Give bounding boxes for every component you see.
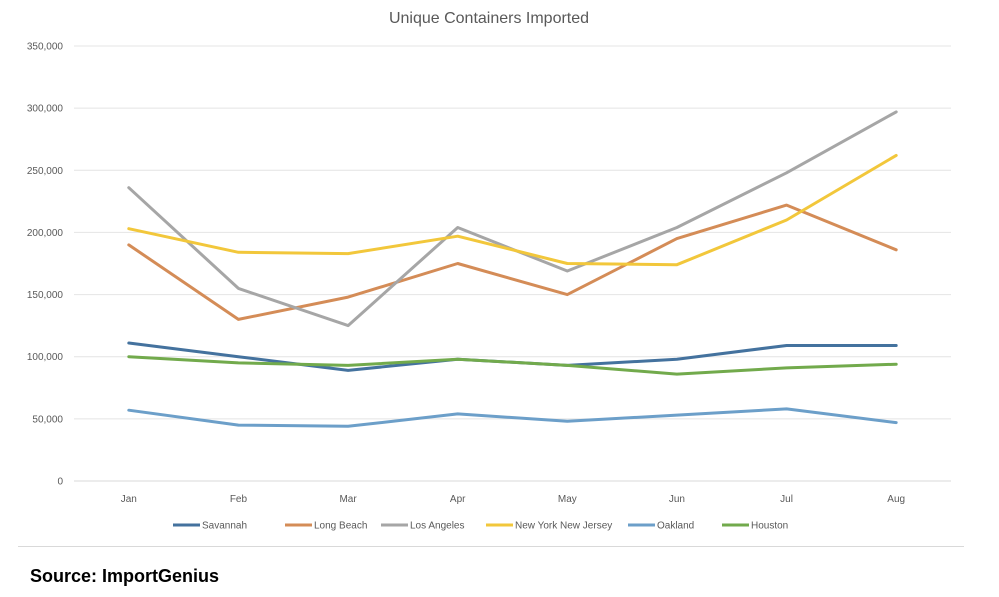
- legend-item: Savannah: [173, 521, 247, 532]
- legend-item: New York New Jersey: [486, 521, 612, 532]
- legend-item: Houston: [722, 521, 788, 532]
- x-tick-label: Jun: [669, 494, 685, 505]
- legend-item: Oakland: [628, 521, 694, 532]
- legend-label: Los Angeles: [410, 521, 465, 532]
- x-tick-label: Feb: [230, 494, 248, 505]
- y-tick-label: 100,000: [27, 352, 64, 363]
- source-caption: Source: ImportGenius: [30, 566, 220, 586]
- series-line-long-beach: [127, 203, 898, 321]
- x-tick-label: Apr: [450, 494, 466, 505]
- y-tick-label: 0: [57, 477, 63, 488]
- gridlines: [74, 45, 951, 482]
- x-tick-label: May: [558, 494, 577, 505]
- divider-line: [18, 546, 964, 547]
- y-tick-label: 250,000: [27, 166, 64, 177]
- x-tick-label: Jul: [780, 494, 793, 505]
- y-tick-label: 200,000: [27, 228, 64, 239]
- x-tick-label: Mar: [339, 494, 357, 505]
- series-line-houston: [127, 355, 898, 376]
- y-tick-label: 350,000: [27, 42, 64, 53]
- legend-label: Long Beach: [314, 521, 367, 532]
- y-tick-label: 300,000: [27, 104, 64, 115]
- x-tick-label: Aug: [887, 494, 905, 505]
- legend-label: New York New Jersey: [515, 521, 612, 532]
- series-line-new-york-new-jersey: [127, 153, 898, 267]
- legend-item: Long Beach: [285, 521, 367, 532]
- chart-title: Unique Containers Imported: [389, 10, 589, 27]
- legend-item: Los Angeles: [381, 521, 465, 532]
- y-tick-label: 50,000: [32, 414, 63, 425]
- series-line-oakland: [127, 407, 898, 428]
- legend-label: Houston: [751, 521, 788, 532]
- legend: Savannah Long Beach Los Angeles New York Ne…: [173, 521, 788, 532]
- x-axis-ticks: Jan Feb Mar Apr May Jun Jul Aug: [121, 494, 905, 505]
- x-tick-label: Jan: [121, 494, 137, 505]
- legend-label: Oakland: [657, 521, 694, 532]
- legend-label: Savannah: [202, 521, 247, 532]
- y-axis-ticks: 0 50,000 100,000 150,000 200,000 250,000 300,0…: [27, 42, 64, 488]
- y-tick-label: 150,000: [27, 290, 64, 301]
- series-lines: [127, 110, 898, 428]
- series-line-los-angeles: [127, 110, 898, 328]
